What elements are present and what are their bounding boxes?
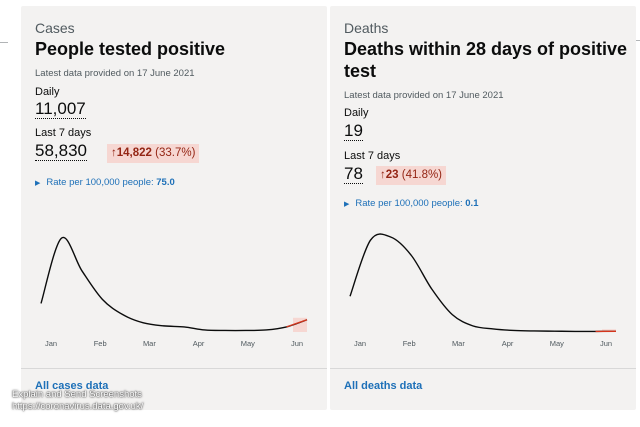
left-edge-divider (0, 42, 8, 43)
x-tick-label: Jun (600, 339, 612, 348)
right-edge-divider (634, 40, 640, 41)
series-line (40, 236, 308, 332)
recent-series-segment (286, 319, 308, 328)
card-category: Cases (35, 20, 75, 36)
rate-toggle[interactable]: ▶ Rate per 100,000 people: 0.1 (344, 198, 478, 209)
last7-label: Last 7 days (35, 127, 92, 139)
latest-data-note: Latest data provided on 17 June 2021 (344, 90, 504, 101)
watermark-line-1: Explain and Send Screenshots (12, 389, 142, 400)
x-tick-label: Feb (403, 339, 416, 348)
arrow-up-icon: ↑ (380, 169, 386, 181)
triangle-right-icon: ▶ (344, 201, 350, 208)
deaths-card: Deaths Deaths within 28 days of positive… (330, 6, 636, 410)
x-tick-label: Jun (291, 339, 303, 348)
change-badge: ↑14,822 (33.7%) (107, 144, 200, 163)
x-tick-label: May (550, 339, 564, 348)
rate-label: Rate per 100,000 people: (355, 198, 463, 209)
card-heading: People tested positive (35, 39, 226, 59)
last7-label: Last 7 days (344, 150, 401, 162)
all-cases-link[interactable]: All cases data (35, 380, 109, 392)
card-heading: Deaths within 28 days of positive test (344, 39, 628, 81)
x-tick-label: Feb (94, 339, 107, 348)
change-value: 23 (385, 169, 399, 181)
x-tick-label: Mar (452, 339, 465, 348)
daily-label: Daily (344, 107, 369, 119)
daily-value[interactable]: 19 (344, 121, 363, 141)
daily-label: Daily (35, 86, 60, 98)
x-tick-label: Jan (354, 339, 366, 348)
watermark: Explain and Send Screenshots https://cor… (12, 389, 143, 413)
x-tick-label: May (241, 339, 255, 348)
change-badge: ↑23 (41.8%) (376, 166, 447, 185)
rate-toggle[interactable]: ▶ Rate per 100,000 people: 75.0 (35, 177, 175, 188)
last7-value[interactable]: 78 (344, 164, 363, 184)
change-value: 14,822 (116, 147, 152, 159)
triangle-right-icon: ▶ (35, 180, 41, 187)
cases-chart: Jan Feb Mar Apr May Jun (40, 236, 308, 348)
watermark-line-2: https://coronavirus.data.gov.uk/ (12, 401, 144, 412)
latest-data-note: Latest data provided on 17 June 2021 (35, 68, 195, 79)
change-percent: (33.7%) (155, 147, 196, 159)
all-deaths-link[interactable]: All deaths data (344, 380, 423, 392)
last7-value[interactable]: 58,830 (35, 141, 87, 161)
change-percent: (41.8%) (401, 169, 443, 181)
deaths-chart: Jan Feb Mar Apr May Jun (349, 233, 617, 348)
daily-value[interactable]: 11,007 (35, 99, 86, 119)
rate-value: 75.0 (156, 177, 175, 188)
footer-divider (330, 368, 636, 369)
card-category: Deaths (344, 20, 389, 36)
rate-label: Rate per 100,000 people: (46, 177, 154, 188)
series-line (349, 233, 617, 333)
arrow-up-icon: ↑ (111, 147, 117, 159)
rate-value: 0.1 (465, 198, 479, 209)
x-tick-label: Apr (502, 339, 514, 348)
footer-divider (21, 368, 327, 369)
x-tick-label: Mar (143, 339, 156, 348)
x-tick-label: Apr (193, 339, 205, 348)
x-tick-label: Jan (45, 339, 57, 348)
cases-card: Cases People tested positive Latest data… (21, 6, 327, 410)
